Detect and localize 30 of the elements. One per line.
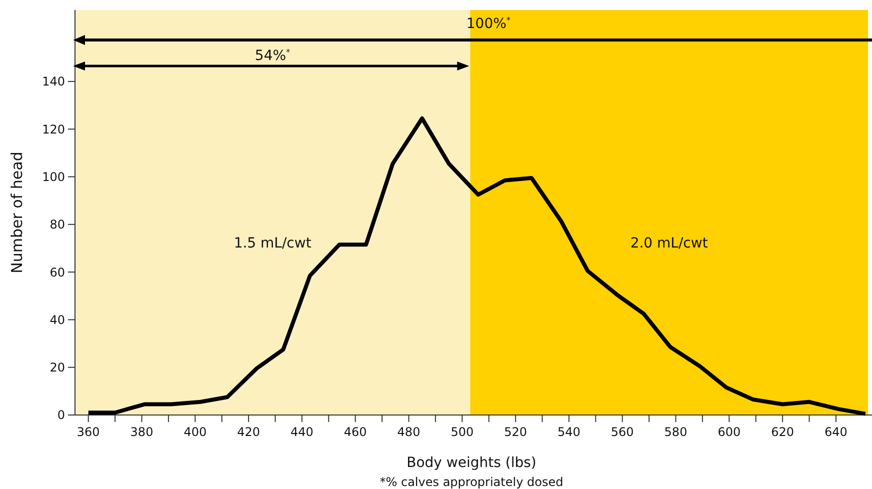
y-tick-label: 0 — [57, 408, 65, 422]
x-tick-label: 500 — [450, 425, 474, 439]
y-tick-label: 80 — [50, 218, 65, 232]
x-tick-label: 380 — [130, 425, 154, 439]
x-tick-label: 420 — [237, 425, 260, 439]
annotation: 54%$^{*}$ — [254, 47, 290, 64]
y-tick-label: 120 — [42, 122, 65, 136]
x-tick-label: 440 — [290, 425, 314, 439]
x-axis-title: Body weights (lbs) — [406, 455, 536, 471]
x-tick-label: 600 — [718, 425, 741, 439]
x-tick-label: 580 — [664, 425, 688, 439]
x-tick-label: 560 — [610, 425, 634, 439]
band-label: 2.0 mL/cwt — [630, 236, 708, 252]
y-tick-label: 140 — [42, 74, 65, 89]
x-tick-label: 640 — [824, 425, 848, 439]
x-tick-label: 460 — [344, 425, 367, 439]
y-tick-label: 100 — [42, 170, 65, 184]
x-tick-label: 400 — [184, 425, 207, 439]
y-tick-label: 40 — [50, 312, 65, 327]
text: *% calves appropriately dosed — [380, 475, 564, 489]
x-tick-label: 520 — [504, 425, 528, 439]
band-label: 1.5 mL/cwt — [234, 236, 312, 252]
y-tick-label: 20 — [50, 360, 65, 375]
x-tick-label: 620 — [771, 425, 794, 439]
x-tick-label: 360 — [76, 425, 100, 439]
line-series — [86, 116, 868, 416]
y-axis-title: Number of head — [8, 152, 26, 274]
y-tick-label: 60 — [50, 265, 65, 280]
x-tick-label: 540 — [558, 425, 580, 439]
x-tick-label: 480 — [397, 425, 420, 439]
